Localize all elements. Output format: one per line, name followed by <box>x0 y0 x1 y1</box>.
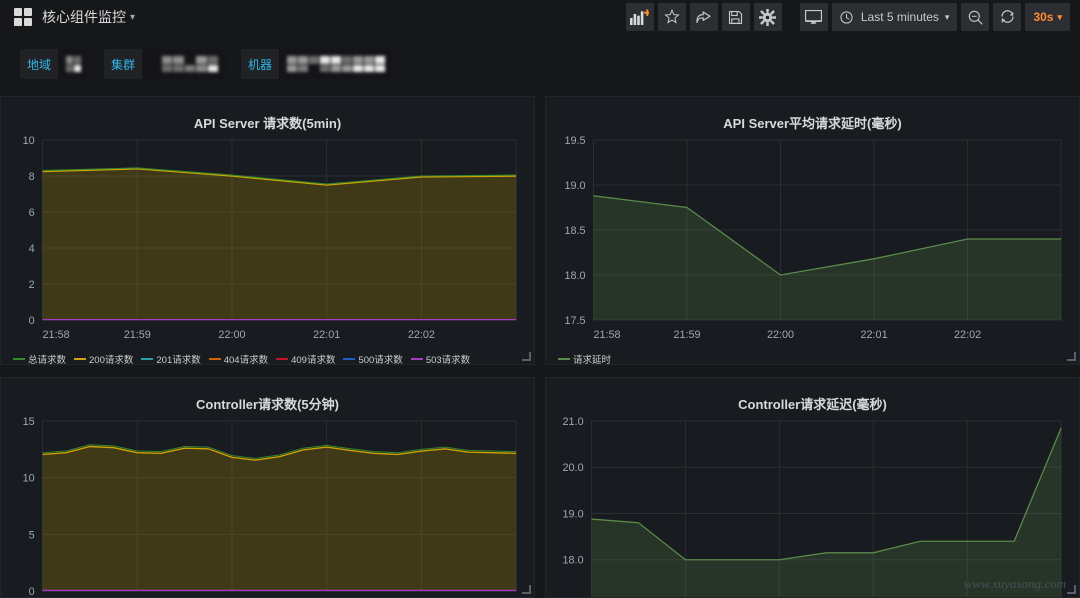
svg-text:0: 0 <box>29 315 35 327</box>
svg-text:15: 15 <box>23 416 35 428</box>
svg-text:5: 5 <box>29 529 35 541</box>
svg-text:22:00: 22:00 <box>767 329 794 341</box>
svg-text:6: 6 <box>29 207 35 219</box>
svg-text:22:00: 22:00 <box>218 329 245 341</box>
svg-text:2: 2 <box>29 279 35 291</box>
svg-text:21:58: 21:58 <box>43 329 70 341</box>
svg-text:10: 10 <box>23 473 35 485</box>
svg-text:18.0: 18.0 <box>564 270 585 282</box>
svg-text:22:02: 22:02 <box>954 329 981 341</box>
svg-text:22:01: 22:01 <box>313 329 340 341</box>
svg-text:10: 10 <box>23 135 35 147</box>
svg-text:19.0: 19.0 <box>563 508 584 520</box>
svg-text:21:59: 21:59 <box>673 329 700 341</box>
svg-text:18.0: 18.0 <box>563 555 584 567</box>
svg-text:19.0: 19.0 <box>564 180 585 192</box>
svg-text:20.0: 20.0 <box>563 462 584 474</box>
svg-text:22:01: 22:01 <box>861 329 888 341</box>
svg-text:19.5: 19.5 <box>564 135 585 147</box>
svg-text:22:02: 22:02 <box>408 329 435 341</box>
svg-text:0: 0 <box>29 586 35 598</box>
svg-text:21:59: 21:59 <box>124 329 151 341</box>
svg-text:21.0: 21.0 <box>563 416 584 428</box>
svg-text:8: 8 <box>29 171 35 183</box>
svg-text:17.5: 17.5 <box>564 315 585 327</box>
svg-text:18.5: 18.5 <box>564 225 585 237</box>
svg-text:21:58: 21:58 <box>593 329 620 341</box>
svg-text:4: 4 <box>29 243 35 255</box>
